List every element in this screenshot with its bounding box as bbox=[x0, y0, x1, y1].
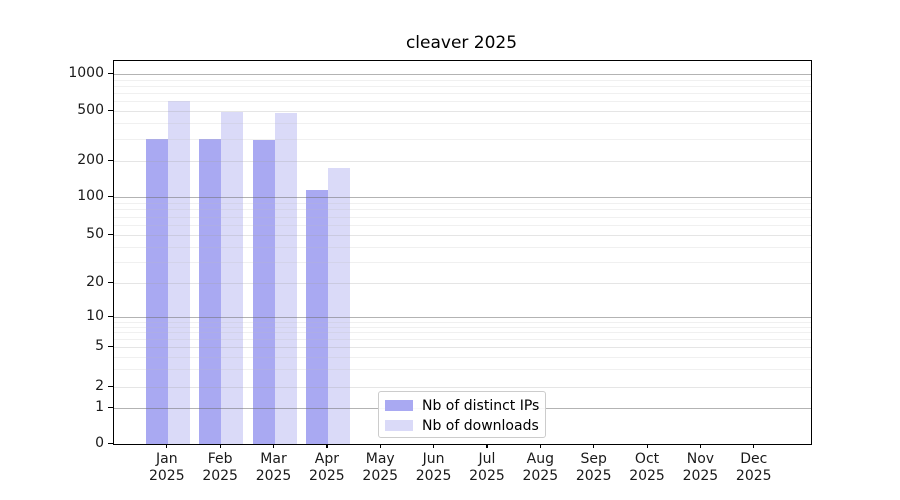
gridline-50 bbox=[114, 235, 811, 236]
gridline-8 bbox=[114, 326, 811, 328]
gridline-30 bbox=[114, 261, 811, 263]
gridline-6 bbox=[114, 339, 811, 341]
gridline-100 bbox=[114, 197, 811, 198]
bar-mar-distinct-ips bbox=[252, 139, 275, 444]
xtick-label-dec: Dec 2025 bbox=[735, 451, 772, 484]
gridline-500 bbox=[114, 111, 811, 112]
ytick-mark-0 bbox=[108, 442, 113, 444]
gridline-1000 bbox=[114, 74, 811, 75]
xtick-mark-may bbox=[379, 444, 381, 448]
legend-label-distinct-ips: Nb of distinct IPs bbox=[422, 397, 540, 414]
gridline-9 bbox=[114, 321, 811, 323]
legend-entry-distinct-ips: Nb of distinct IPs bbox=[385, 396, 545, 415]
xtick-mark-jan bbox=[166, 444, 168, 448]
ytick-mark-200 bbox=[108, 159, 113, 161]
ytick-mark-20 bbox=[108, 281, 113, 283]
legend-entry-downloads: Nb of downloads bbox=[385, 416, 545, 435]
xtick-mark-feb bbox=[219, 444, 221, 448]
gridline-7 bbox=[114, 332, 811, 334]
ytick-label-1000: 1000 bbox=[68, 65, 104, 81]
ytick-mark-500 bbox=[108, 109, 113, 111]
legend-swatch-downloads bbox=[385, 420, 413, 431]
gridline-5 bbox=[114, 347, 811, 348]
xtick-label-feb: Feb 2025 bbox=[202, 451, 238, 484]
bar-apr-downloads bbox=[327, 167, 350, 444]
gridline-80 bbox=[114, 209, 811, 211]
xtick-label-may: May 2025 bbox=[362, 451, 399, 484]
ytick-mark-1000 bbox=[108, 72, 113, 74]
ytick-mark-100 bbox=[108, 195, 113, 197]
gridline-2 bbox=[114, 387, 811, 388]
xtick-mark-apr bbox=[326, 444, 328, 448]
xtick-label-mar: Mar 2025 bbox=[255, 451, 292, 484]
chart-title: cleaver 2025 bbox=[405, 33, 518, 53]
ytick-mark-10 bbox=[108, 315, 113, 317]
ytick-label-50: 50 bbox=[86, 226, 104, 242]
gridline-700 bbox=[114, 93, 811, 95]
xtick-label-oct: Oct 2025 bbox=[629, 451, 665, 484]
gridline-10 bbox=[114, 317, 811, 318]
ytick-label-2: 2 bbox=[95, 378, 104, 394]
bar-mar-downloads bbox=[274, 113, 297, 444]
gridline-400 bbox=[114, 123, 811, 125]
ytick-label-5: 5 bbox=[95, 338, 104, 354]
xtick-mark-jun bbox=[433, 444, 435, 448]
bar-feb-downloads bbox=[221, 112, 244, 444]
legend: Nb of distinct IPs Nb of downloads bbox=[378, 391, 546, 438]
xtick-mark-nov bbox=[699, 444, 702, 448]
ytick-label-20: 20 bbox=[86, 274, 104, 290]
gridline-600 bbox=[114, 101, 811, 103]
gridline-800 bbox=[114, 85, 811, 87]
legend-swatch-distinct-ips bbox=[385, 400, 413, 411]
ytick-mark-2 bbox=[108, 385, 113, 387]
ytick-label-100: 100 bbox=[77, 188, 104, 204]
gridline-300 bbox=[114, 138, 811, 140]
xtick-label-jun: Jun 2025 bbox=[415, 451, 452, 484]
xtick-mark-mar bbox=[273, 444, 275, 448]
gridline-900 bbox=[114, 79, 811, 81]
xtick-label-jul: Jul 2025 bbox=[469, 451, 505, 484]
bar-jan-downloads bbox=[167, 100, 190, 444]
xtick-label-apr: Apr 2025 bbox=[309, 451, 345, 484]
plot-area bbox=[113, 60, 812, 445]
gridline-60 bbox=[114, 225, 811, 226]
bar-jan-distinct-ips bbox=[145, 138, 168, 444]
xtick-mark-aug bbox=[539, 444, 541, 448]
ytick-label-200: 200 bbox=[77, 152, 104, 168]
ytick-label-0: 0 bbox=[95, 435, 104, 451]
xtick-label-jan: Jan 2025 bbox=[148, 451, 185, 484]
ytick-label-10: 10 bbox=[86, 308, 104, 324]
xtick-mark-oct bbox=[646, 444, 648, 448]
gridline-20 bbox=[114, 283, 811, 284]
ytick-mark-50 bbox=[108, 233, 113, 235]
ytick-label-1: 1 bbox=[95, 399, 104, 415]
bar-feb-distinct-ips bbox=[199, 138, 222, 444]
ytick-label-500: 500 bbox=[77, 102, 104, 118]
ytick-mark-1 bbox=[108, 406, 113, 408]
xtick-label-aug: Aug 2025 bbox=[522, 451, 559, 484]
xtick-mark-jul bbox=[486, 444, 488, 448]
bar-apr-distinct-ips bbox=[305, 189, 328, 444]
gridline-70 bbox=[114, 216, 811, 218]
gridline-40 bbox=[114, 246, 811, 248]
legend-label-downloads: Nb of downloads bbox=[422, 417, 539, 434]
gridline-90 bbox=[114, 202, 811, 204]
ytick-mark-5 bbox=[108, 345, 113, 347]
gridline-3 bbox=[114, 369, 811, 371]
xtick-label-nov: Nov 2025 bbox=[682, 451, 719, 484]
xtick-label-sep: Sep 2025 bbox=[575, 451, 612, 484]
gridline-200 bbox=[114, 161, 811, 162]
gridline-4 bbox=[114, 356, 811, 358]
xtick-mark-dec bbox=[753, 444, 755, 448]
xtick-mark-sep bbox=[593, 444, 595, 448]
